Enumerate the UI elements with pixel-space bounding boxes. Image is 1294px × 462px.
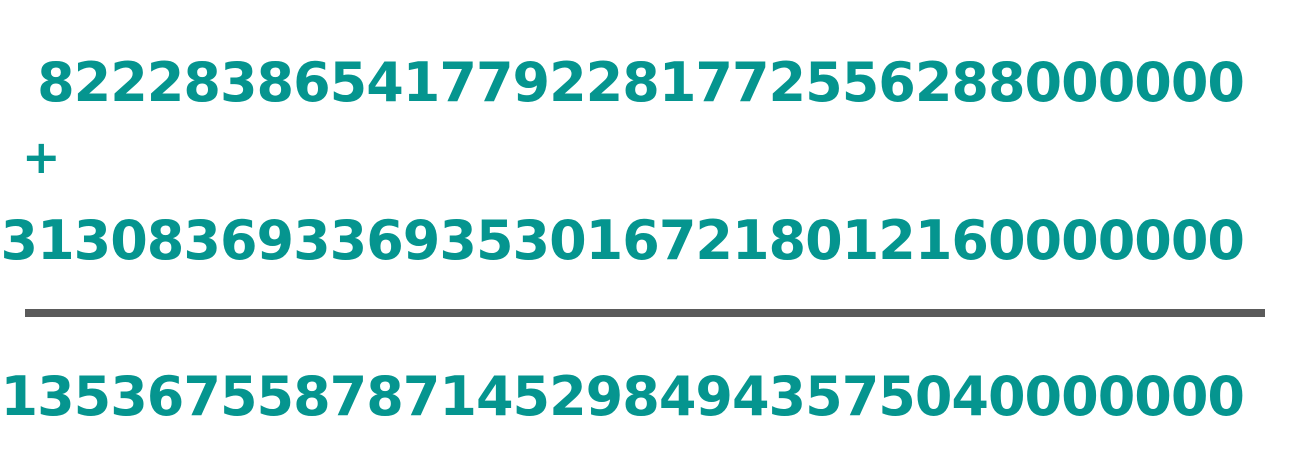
first-addend: 822283865417792281772556288000000 xyxy=(37,51,1245,114)
sum-result: 271353675587871452984943575040000000 xyxy=(0,365,1245,428)
sum-divider-line xyxy=(25,309,1265,317)
plus-sign: + xyxy=(22,130,61,184)
second-addend: 263130836933693530167218012160000000 xyxy=(0,209,1245,272)
